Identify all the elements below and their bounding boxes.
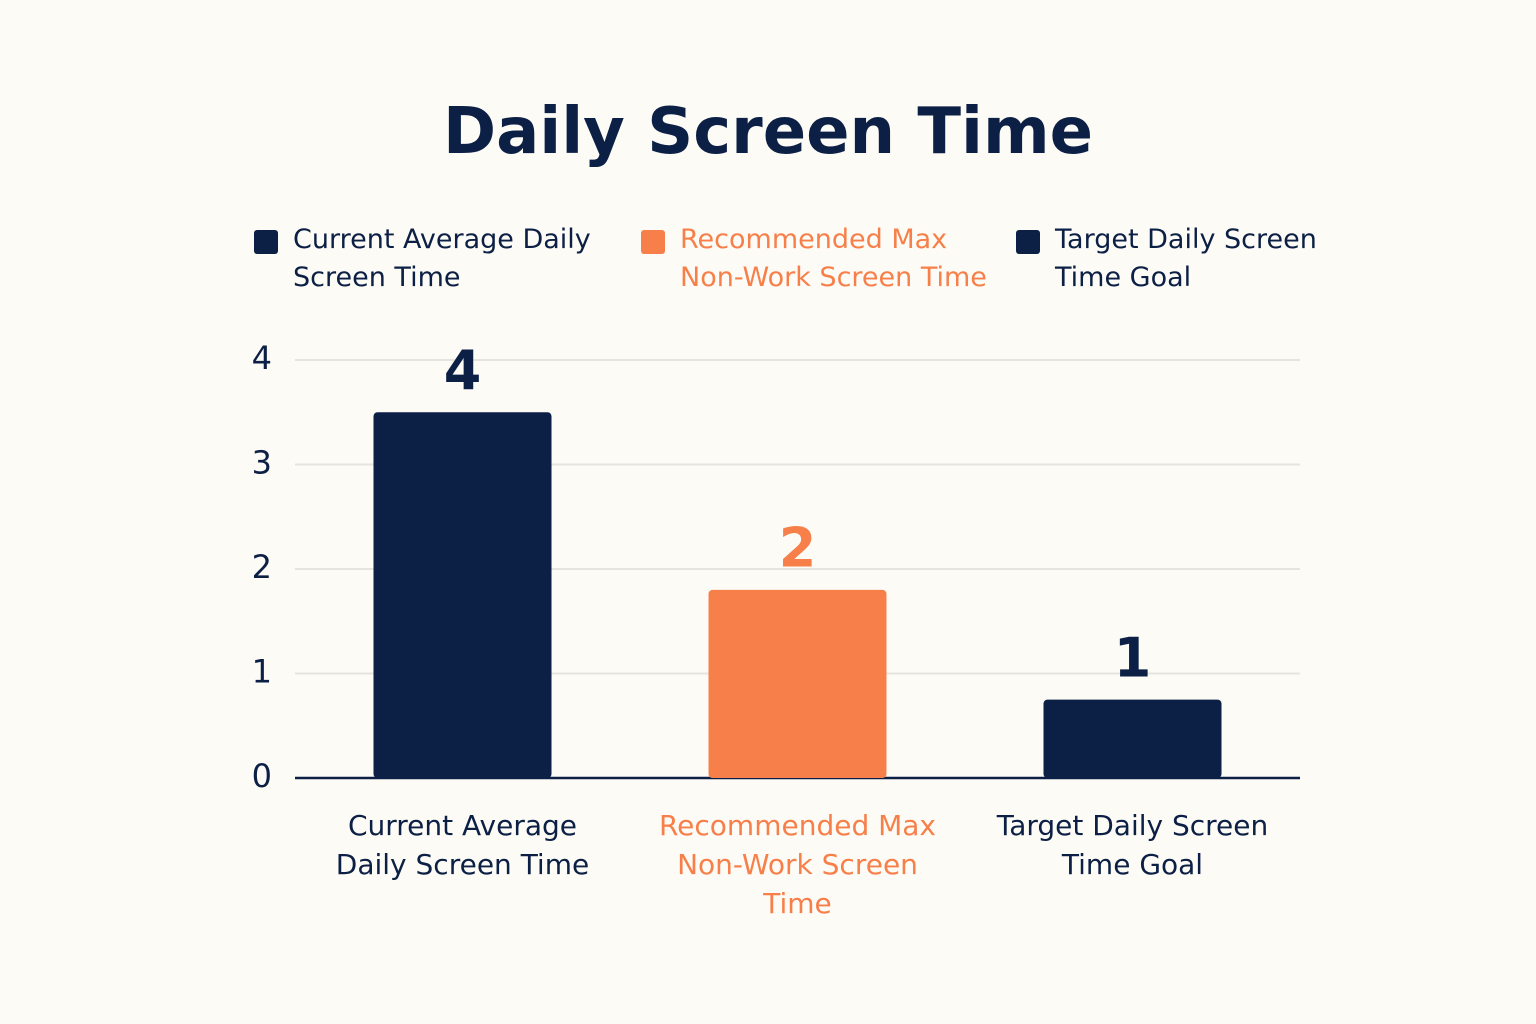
legend-label: Recommended Max Non-Work Screen Time <box>680 224 987 293</box>
y-tick-label: 4 <box>252 339 272 377</box>
bar <box>708 589 887 778</box>
chart-title: Daily Screen Time <box>442 95 1094 169</box>
y-tick-label: 1 <box>252 653 272 691</box>
x-tick-label: Recommended Max Non-Work Screen Time <box>658 809 937 921</box>
y-tick-label: 0 <box>252 757 272 795</box>
legend-swatch <box>641 230 665 254</box>
value-label: 1 <box>1114 626 1152 689</box>
y-tick-label: 2 <box>252 548 272 586</box>
bar <box>373 412 552 778</box>
x-tick-label: Target Daily Screen Time Goal <box>996 809 1269 882</box>
bar <box>1043 699 1222 778</box>
legend-swatch <box>254 230 278 254</box>
legend-label: Current Average Daily Screen Time <box>293 224 591 293</box>
legend-label: Target Daily Screen Time Goal <box>1055 224 1317 293</box>
legend-swatch <box>1016 230 1040 254</box>
y-tick-label: 3 <box>252 444 272 482</box>
value-label: 4 <box>444 339 482 402</box>
x-tick-label: Current Average Daily Screen Time <box>335 809 590 882</box>
value-label: 2 <box>779 517 817 580</box>
